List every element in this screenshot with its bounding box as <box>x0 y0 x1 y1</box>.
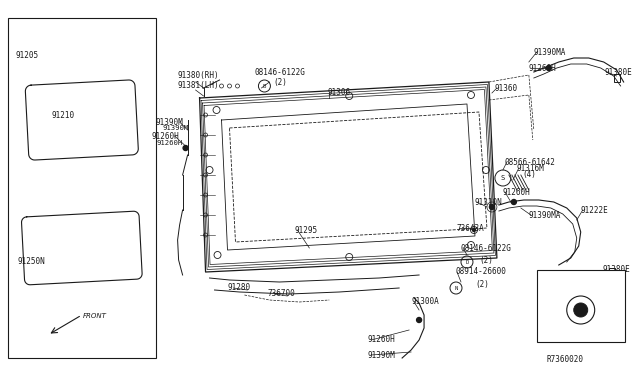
Text: 91260H: 91260H <box>152 131 179 141</box>
Text: 91306: 91306 <box>327 87 351 96</box>
Text: 73643A: 73643A <box>456 224 484 232</box>
Text: 91300A: 91300A <box>411 298 439 307</box>
Text: 91260H: 91260H <box>529 64 557 73</box>
Text: (4): (4) <box>523 170 537 179</box>
Circle shape <box>547 65 551 71</box>
Text: 91380(RH): 91380(RH) <box>178 71 220 80</box>
Text: 91390M: 91390M <box>163 125 189 131</box>
Circle shape <box>511 199 516 205</box>
Circle shape <box>472 228 476 231</box>
Text: B: B <box>263 83 266 89</box>
Text: (2): (2) <box>479 256 493 264</box>
Bar <box>8 18 156 358</box>
Text: 91380E: 91380E <box>603 266 630 275</box>
Text: 91260F: 91260F <box>567 320 595 328</box>
Text: 91295: 91295 <box>294 225 317 234</box>
Text: 08914-26600: 08914-26600 <box>455 267 506 276</box>
Text: 91222E: 91222E <box>580 205 609 215</box>
Text: 91280: 91280 <box>227 283 251 292</box>
Text: S: S <box>500 175 505 181</box>
Text: FRONT: FRONT <box>83 313 107 319</box>
Text: 91380E: 91380E <box>605 67 632 77</box>
Text: 91250N: 91250N <box>18 257 45 266</box>
Bar <box>614 74 620 82</box>
Circle shape <box>573 303 588 317</box>
Text: (2): (2) <box>475 279 489 289</box>
Text: 08146-6122G: 08146-6122G <box>255 67 305 77</box>
Text: 91360: 91360 <box>495 83 518 93</box>
Text: 91210: 91210 <box>52 110 75 119</box>
Text: 91390M: 91390M <box>156 118 184 126</box>
Bar <box>609 268 614 276</box>
Text: W/O SUNROOF: W/O SUNROOF <box>556 279 606 288</box>
Text: D: D <box>465 260 468 264</box>
Circle shape <box>417 317 422 323</box>
Text: 91260H: 91260H <box>367 336 395 344</box>
Text: 91381(LH): 91381(LH) <box>178 80 220 90</box>
Text: 08566-61642: 08566-61642 <box>505 157 556 167</box>
Circle shape <box>490 205 495 209</box>
Text: (2): (2) <box>273 77 287 87</box>
Text: 91390MA: 91390MA <box>534 48 566 57</box>
Circle shape <box>183 145 188 151</box>
Text: 91390MA: 91390MA <box>529 211 561 219</box>
Text: 91316M: 91316M <box>517 164 545 173</box>
Text: 736700: 736700 <box>268 289 295 298</box>
Text: 91260H: 91260H <box>503 187 531 196</box>
Text: R7360020: R7360020 <box>547 356 584 365</box>
Text: 91390M: 91390M <box>367 350 395 359</box>
Text: 91205: 91205 <box>16 51 39 60</box>
Text: N: N <box>454 285 458 291</box>
Text: 91310N: 91310N <box>475 198 502 206</box>
Text: 91260H: 91260H <box>157 140 183 146</box>
Bar <box>537 270 625 342</box>
Text: 08146-6122G: 08146-6122G <box>461 244 512 253</box>
